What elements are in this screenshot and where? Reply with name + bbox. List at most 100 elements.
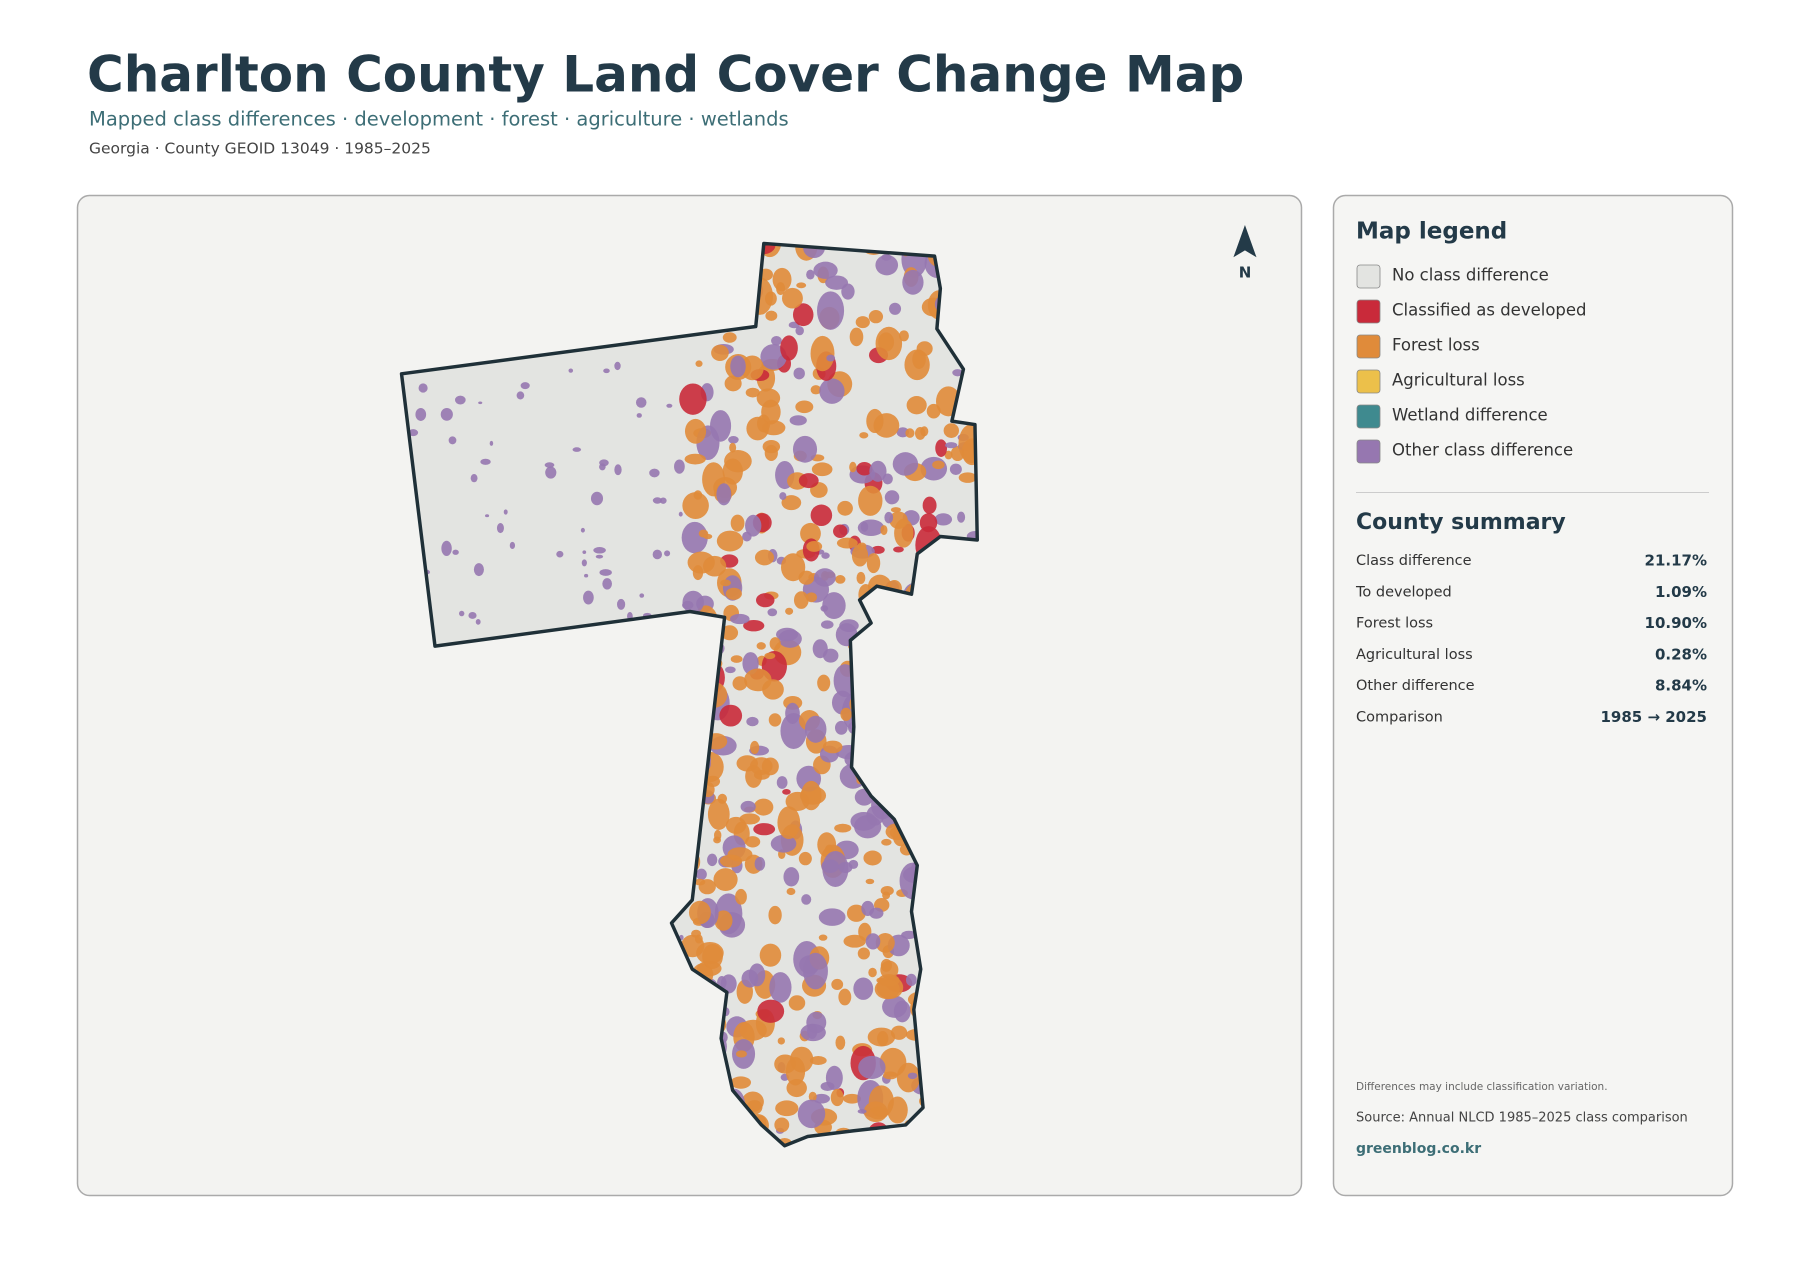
- change-patch: [884, 490, 900, 505]
- change-patch: [789, 415, 807, 426]
- side-panel: [1332, 194, 1734, 1197]
- change-patch: [707, 853, 718, 867]
- change-patch: [478, 401, 483, 405]
- change-patch: [835, 1035, 846, 1050]
- change-patch: [958, 472, 977, 483]
- change-patch: [454, 395, 466, 405]
- change-patch: [875, 932, 895, 953]
- change-patch: [740, 800, 756, 813]
- change-patch: [812, 639, 828, 659]
- change-patch: [741, 969, 759, 988]
- change-patch: [468, 612, 477, 619]
- change-patch: [754, 856, 766, 871]
- change-patch: [833, 524, 848, 538]
- change-patch: [722, 458, 743, 485]
- change-patch: [635, 397, 647, 408]
- change-patch: [875, 326, 903, 361]
- summary-label: Comparison: [1356, 710, 1443, 726]
- change-patch: [781, 495, 802, 511]
- change-patch: [664, 550, 671, 557]
- change-patch: [922, 496, 937, 515]
- caveat: Differences may include classification v…: [1356, 1081, 1608, 1093]
- change-patch: [682, 492, 709, 519]
- change-patch: [858, 485, 883, 516]
- subtitle: Mapped class differences · development ·…: [89, 108, 789, 131]
- change-patch: [768, 905, 782, 925]
- change-patch: [713, 868, 738, 891]
- change-patch: [795, 400, 814, 414]
- change-patch: [448, 436, 457, 445]
- change-patch: [695, 360, 703, 367]
- change-patch: [485, 514, 490, 518]
- change-patch: [489, 440, 494, 446]
- change-patch: [774, 1054, 797, 1074]
- change-patch: [882, 473, 893, 485]
- change-patch: [771, 336, 782, 346]
- change-patch: [810, 335, 835, 372]
- change-patch: [602, 578, 612, 590]
- change-patch: [818, 908, 846, 926]
- change-patch: [684, 453, 706, 465]
- change-patch: [859, 432, 869, 439]
- change-patch: [408, 429, 419, 437]
- change-patch: [792, 435, 818, 463]
- change-patch: [920, 426, 929, 437]
- change-patch: [696, 868, 707, 881]
- change-patch: [858, 1055, 886, 1079]
- change-patch: [730, 514, 745, 532]
- change-patch: [785, 702, 800, 724]
- change-patch: [719, 704, 743, 727]
- change-patch: [440, 408, 453, 421]
- change-patch: [774, 1117, 790, 1133]
- change-patch: [843, 1093, 862, 1104]
- change-patch: [838, 861, 853, 874]
- summary-value: 21.17%: [1645, 552, 1707, 570]
- change-patch: [893, 1000, 911, 1023]
- change-patch: [857, 519, 885, 536]
- summary-value: 10.90%: [1645, 614, 1707, 632]
- change-patch: [868, 967, 877, 978]
- change-patch: [795, 326, 804, 336]
- change-patch: [730, 355, 746, 378]
- change-patch: [853, 977, 874, 1000]
- change-patch: [869, 460, 887, 482]
- legend-swatch: [1356, 369, 1381, 394]
- change-patch: [509, 541, 516, 550]
- change-patch: [944, 450, 953, 460]
- change-patch: [759, 943, 782, 967]
- change-patch: [556, 550, 564, 558]
- change-patch: [736, 755, 758, 772]
- change-patch: [808, 1091, 817, 1102]
- change-patch: [905, 428, 915, 438]
- change-patch: [614, 361, 621, 371]
- change-patch: [473, 563, 484, 577]
- change-patch: [836, 537, 858, 549]
- change-patch: [806, 1011, 827, 1034]
- change-patch: [867, 1027, 896, 1047]
- change-patch: [768, 713, 782, 727]
- change-patch: [810, 504, 833, 527]
- change-patch: [480, 458, 491, 465]
- change-patch: [765, 310, 778, 321]
- change-patch: [822, 740, 843, 754]
- change-patch: [696, 941, 724, 965]
- summary-label: Agricultural loss: [1356, 647, 1473, 663]
- change-patch: [804, 715, 827, 743]
- change-patch: [744, 668, 772, 692]
- change-patch: [584, 573, 589, 578]
- change-patch: [688, 900, 711, 925]
- map-panel: [76, 194, 1303, 1197]
- change-patch: [720, 974, 737, 994]
- change-patch: [614, 464, 622, 476]
- change-patch: [881, 838, 892, 846]
- change-patch: [934, 513, 953, 526]
- north-arrow: [1233, 224, 1257, 258]
- change-patch: [880, 525, 888, 536]
- change-patch: [746, 416, 769, 441]
- change-patch: [865, 878, 875, 885]
- change-patch: [856, 571, 866, 585]
- legend-label: Wetland difference: [1392, 406, 1548, 425]
- change-patch: [792, 303, 814, 327]
- change-patch: [871, 545, 885, 554]
- change-patch: [806, 540, 823, 552]
